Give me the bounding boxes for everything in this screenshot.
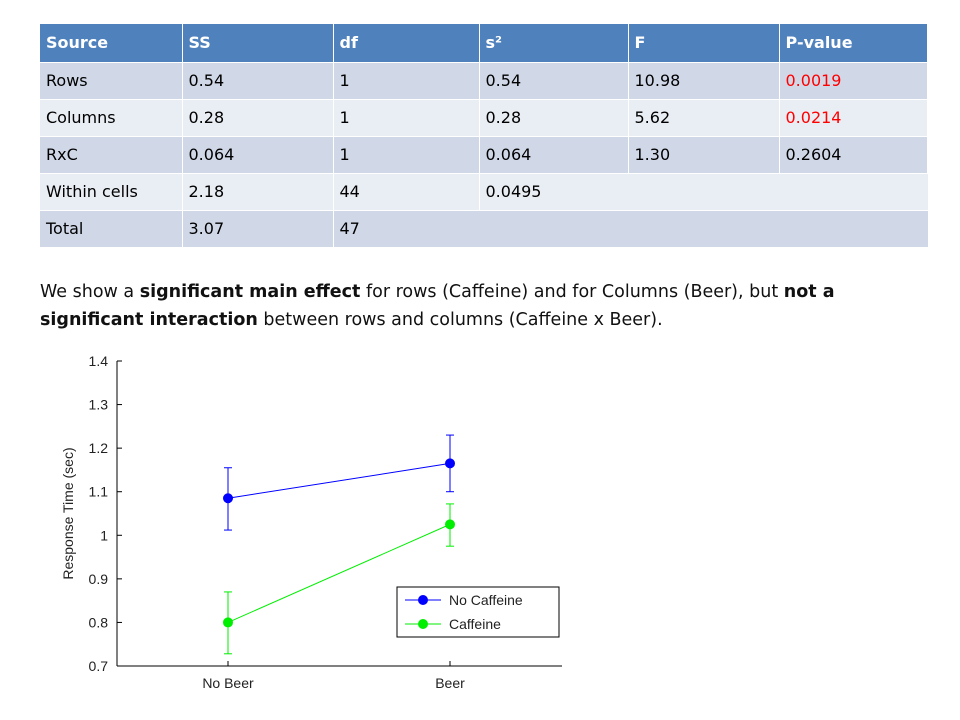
legend-marker	[418, 619, 428, 629]
data-point	[223, 493, 233, 504]
y-tick-label: 0.8	[89, 614, 109, 630]
cell-source: RxC	[40, 136, 183, 174]
cell-ss: 2.18	[182, 173, 334, 211]
x-tick-label: No Beer	[202, 675, 254, 691]
anova-table: Source SS df s² F P-value Rows 0.54 1 0.…	[40, 24, 928, 248]
cell-s2: 0.28	[479, 99, 629, 137]
x-tick-label: Beer	[435, 675, 465, 691]
y-tick-label: 0.9	[89, 571, 109, 587]
caption-part: between rows and columns (Caffeine x Bee…	[257, 310, 663, 330]
cell-df: 47	[333, 210, 928, 248]
cell-source: Within cells	[40, 173, 183, 211]
header-source: Source	[40, 24, 183, 63]
legend-marker	[418, 595, 428, 605]
cell-s2: 0.0495	[479, 173, 928, 211]
y-tick-label: 0.7	[89, 658, 109, 674]
cell-p-value: 0.2604	[779, 136, 928, 174]
legend-label: Caffeine	[449, 616, 501, 632]
data-point	[445, 519, 455, 530]
y-tick-label: 1	[100, 527, 108, 543]
caption-emphasis: not a significant interaction	[40, 282, 835, 330]
series-line	[227, 523, 451, 623]
cell-f: 1.30	[628, 136, 780, 174]
cell-f: 10.98	[628, 62, 780, 100]
cell-p-value: 0.0019	[779, 62, 928, 100]
header-s2: s²	[479, 24, 629, 63]
header-ss: SS	[182, 24, 334, 63]
cell-df: 1	[333, 136, 480, 174]
table-row: Columns 0.28 1 0.28 5.62 0.0214	[40, 99, 928, 137]
cell-ss: 3.07	[182, 210, 334, 248]
cell-source: Total	[40, 210, 183, 248]
table-row: Rows 0.54 1 0.54 10.98 0.0019	[40, 62, 928, 100]
y-tick-label: 1.1	[89, 484, 109, 500]
data-point	[445, 458, 455, 469]
series-line	[227, 462, 451, 499]
y-tick-label: 1.4	[89, 353, 109, 369]
cell-ss: 0.064	[182, 136, 334, 174]
data-point	[223, 617, 233, 628]
cell-ss: 0.54	[182, 62, 334, 100]
table-row: Within cells 2.18 44 0.0495	[40, 173, 928, 211]
y-axis-label: Response Time (sec)	[60, 447, 76, 579]
table-row: RxC 0.064 1 0.064 1.30 0.2604	[40, 136, 928, 174]
cell-f: 5.62	[628, 99, 780, 137]
cell-df: 44	[333, 173, 480, 211]
cell-df: 1	[333, 62, 480, 100]
cell-p-value: 0.0214	[779, 99, 928, 137]
header-f: F	[628, 24, 780, 63]
caption-text: We show a significant main effect for ro…	[40, 278, 920, 334]
table-header-row: Source SS df s² F P-value	[40, 24, 928, 63]
caption-part: We show a	[40, 282, 140, 302]
header-df: df	[333, 24, 480, 63]
cell-source: Rows	[40, 62, 183, 100]
legend-label: No Caffeine	[449, 592, 523, 608]
table-row: Total 3.07 47	[40, 210, 928, 248]
caption-emphasis: significant main effect	[139, 282, 361, 302]
cell-ss: 0.28	[182, 99, 334, 137]
cell-df: 1	[333, 99, 480, 137]
caption-part: for rows (Caffeine) and for Columns (Bee…	[360, 282, 784, 302]
cell-s2: 0.064	[479, 136, 629, 174]
y-tick-label: 1.2	[89, 440, 109, 456]
y-tick-label: 1.3	[89, 397, 109, 413]
cell-s2: 0.54	[479, 62, 629, 100]
cell-source: Columns	[40, 99, 183, 137]
header-p-value: P-value	[779, 24, 928, 63]
